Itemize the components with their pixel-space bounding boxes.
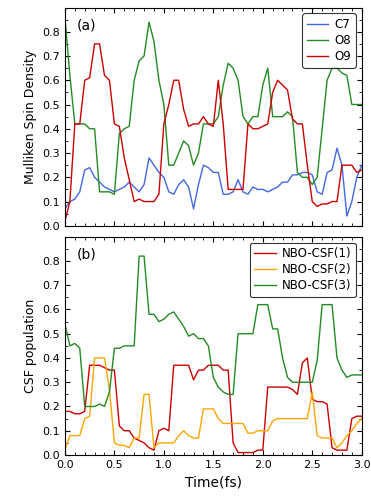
NBO-CSF(1) <box>305 355 309 361</box>
O9 <box>137 196 141 202</box>
O9 <box>127 176 131 182</box>
X-axis label: Time(fs): Time(fs) <box>185 476 242 490</box>
C7 <box>122 184 127 190</box>
NBO-CSF(1) <box>63 408 67 414</box>
NBO-CSF(3) <box>142 253 146 259</box>
O9 <box>246 121 250 127</box>
Line: NBO-CSF(3): NBO-CSF(3) <box>65 256 362 406</box>
O8 <box>137 58 141 64</box>
Line: NBO-CSF(2): NBO-CSF(2) <box>65 358 362 450</box>
C7 <box>221 192 226 198</box>
O9 <box>226 186 230 192</box>
NBO-CSF(2) <box>359 416 364 422</box>
NBO-CSF(3) <box>177 316 181 322</box>
NBO-CSF(3) <box>231 392 235 398</box>
Line: O8: O8 <box>65 17 362 194</box>
NBO-CSF(2) <box>171 440 176 446</box>
O8 <box>226 60 230 66</box>
NBO-CSF(2) <box>92 355 97 361</box>
NBO-CSF(2) <box>325 435 329 441</box>
NBO-CSF(2) <box>63 447 67 453</box>
NBO-CSF(1) <box>359 413 364 419</box>
NBO-CSF(3) <box>137 253 141 259</box>
NBO-CSF(2) <box>137 435 141 441</box>
O9 <box>92 41 97 47</box>
O8 <box>325 78 329 84</box>
C7 <box>167 189 171 195</box>
Line: O9: O9 <box>65 44 362 221</box>
C7 <box>345 213 349 219</box>
NBO-CSF(3) <box>63 321 67 327</box>
C7 <box>335 145 339 151</box>
O9 <box>325 201 329 207</box>
NBO-CSF(2) <box>246 430 250 436</box>
Text: (b): (b) <box>77 248 96 262</box>
O9 <box>359 167 364 173</box>
NBO-CSF(3) <box>251 330 255 336</box>
NBO-CSF(1) <box>122 428 127 434</box>
NBO-CSF(3) <box>127 343 131 349</box>
NBO-CSF(1) <box>246 450 250 456</box>
NBO-CSF(3) <box>359 372 364 378</box>
NBO-CSF(3) <box>330 302 334 308</box>
O9 <box>63 218 67 224</box>
NBO-CSF(3) <box>82 404 87 409</box>
C7 <box>359 162 364 168</box>
NBO-CSF(1) <box>330 444 334 450</box>
O8 <box>112 192 116 198</box>
O8 <box>127 124 131 130</box>
NBO-CSF(2) <box>127 444 131 450</box>
Line: NBO-CSF(1): NBO-CSF(1) <box>65 358 362 452</box>
NBO-CSF(1) <box>221 367 226 373</box>
O8 <box>359 102 364 107</box>
Legend: C7, O8, O9: C7, O8, O9 <box>302 14 356 68</box>
Text: (a): (a) <box>77 18 96 32</box>
O8 <box>246 121 250 127</box>
Y-axis label: Mulliken Spin Density: Mulliken Spin Density <box>24 50 37 184</box>
Line: C7: C7 <box>65 148 362 216</box>
O8 <box>171 162 176 168</box>
NBO-CSF(2) <box>226 420 230 426</box>
C7 <box>132 184 137 190</box>
C7 <box>63 206 67 212</box>
Legend: NBO-CSF(1), NBO-CSF(2), NBO-CSF(3): NBO-CSF(1), NBO-CSF(2), NBO-CSF(3) <box>250 242 356 297</box>
O9 <box>171 78 176 84</box>
NBO-CSF(1) <box>236 450 240 456</box>
O8 <box>63 14 67 20</box>
NBO-CSF(1) <box>132 435 137 441</box>
C7 <box>320 192 324 198</box>
C7 <box>241 189 245 195</box>
Y-axis label: CSF population: CSF population <box>24 298 37 393</box>
NBO-CSF(1) <box>167 428 171 434</box>
